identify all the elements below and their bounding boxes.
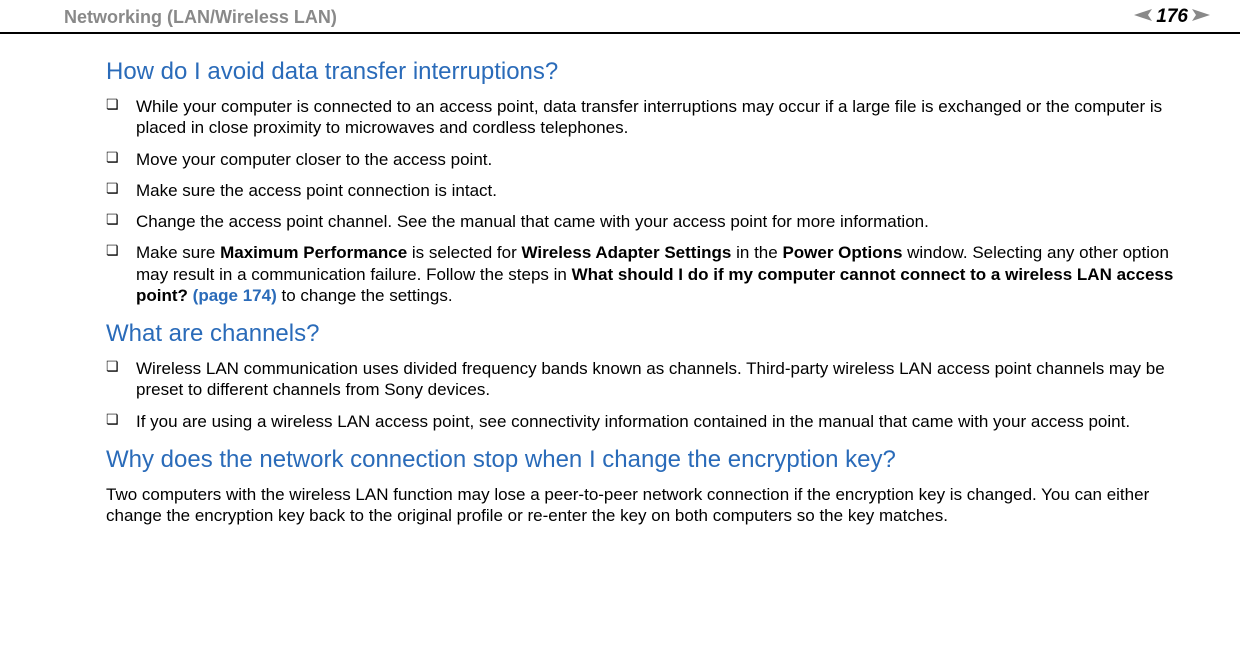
bullet-list-1: While your computer is connected to an a… (106, 96, 1176, 306)
question-heading-1: How do I avoid data transfer interruptio… (106, 58, 1176, 86)
list-item: Wireless LAN communication uses divided … (106, 358, 1176, 401)
page-number: 176 (1156, 6, 1188, 28)
list-item: Change the access point channel. See the… (106, 211, 1176, 232)
page-nav: 176 (1134, 6, 1210, 28)
next-page-icon[interactable] (1192, 8, 1210, 26)
text-run: Make sure (136, 243, 220, 262)
question-heading-3: Why does the network connection stop whe… (106, 446, 1176, 474)
prev-page-icon[interactable] (1134, 8, 1152, 26)
text-run: to change the settings. (277, 286, 453, 305)
bold-text: Power Options (782, 243, 902, 262)
page-link[interactable]: (page 174) (193, 286, 277, 305)
text-run: in the (731, 243, 782, 262)
list-item: Make sure Maximum Performance is selecte… (106, 242, 1176, 306)
list-item: While your computer is connected to an a… (106, 96, 1176, 139)
page-content: How do I avoid data transfer interruptio… (0, 34, 1240, 526)
question-heading-2: What are channels? (106, 320, 1176, 348)
body-paragraph: Two computers with the wireless LAN func… (106, 484, 1176, 527)
section-title: Networking (LAN/Wireless LAN) (64, 7, 337, 28)
bold-text: Wireless Adapter Settings (522, 243, 732, 262)
bullet-list-2: Wireless LAN communication uses divided … (106, 358, 1176, 432)
list-item: Move your computer closer to the access … (106, 149, 1176, 170)
list-item: If you are using a wireless LAN access p… (106, 411, 1176, 432)
bold-text: Maximum Performance (220, 243, 407, 262)
list-item: Make sure the access point connection is… (106, 180, 1176, 201)
text-run: is selected for (407, 243, 521, 262)
page-header: Networking (LAN/Wireless LAN) 176 (0, 0, 1240, 34)
